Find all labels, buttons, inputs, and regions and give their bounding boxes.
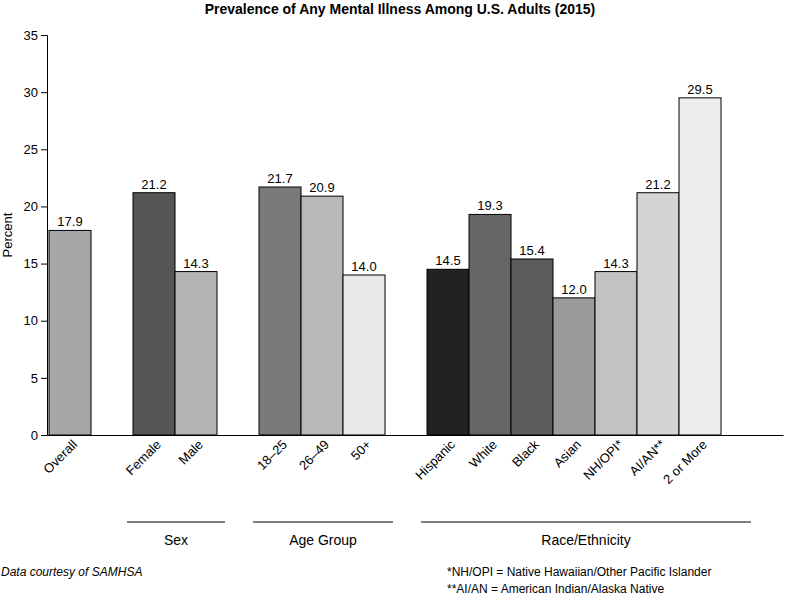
y-tick-mark — [41, 321, 47, 322]
x-tick-label: Black — [509, 436, 542, 469]
data-labels: 17.9 21.2 14.3 21.7 20.9 14.0 14.5 19.3 15.4 12.0… — [57, 82, 712, 297]
x-tick-label: Asian — [550, 437, 584, 471]
group-line — [253, 522, 393, 523]
bar — [301, 196, 343, 435]
bar — [511, 259, 553, 435]
note: *NH/OPI = Native Hawaiian/Other Pacific … — [447, 565, 711, 579]
data-label: 14.5 — [435, 253, 460, 268]
y-axis-line — [41, 36, 48, 436]
group-line — [127, 522, 225, 523]
bar — [343, 275, 385, 435]
y-tick: 10 — [24, 313, 47, 328]
y-tick-mark — [41, 378, 47, 379]
x-tick-label: Male — [176, 437, 207, 468]
x-tick: Overall — [40, 437, 80, 477]
groups: Sex Age Group Race/Ethnicity — [127, 522, 751, 548]
data-label: 21.2 — [141, 177, 166, 192]
x-axis-line — [48, 435, 784, 436]
source: Data courtesy of SAMHSA — [1, 565, 142, 579]
data-label: 14.3 — [183, 256, 208, 271]
bar — [133, 193, 175, 435]
title: Prevalence of Any Mental Illness Among U… — [205, 1, 596, 17]
bar — [175, 272, 217, 435]
bar — [553, 298, 595, 435]
y-tick-label: 30 — [24, 85, 38, 100]
note: **AI/AN = American Indian/Alaska Native — [447, 582, 664, 596]
bar — [679, 98, 721, 435]
bar — [469, 214, 511, 435]
x-tick: 2 or More — [660, 437, 710, 487]
y-axis-title: Percent — [0, 212, 15, 257]
y-tick-label: 15 — [24, 256, 38, 271]
x-tick: White — [466, 437, 500, 471]
data-label: 14.0 — [351, 259, 376, 274]
data-label: 21.7 — [267, 171, 292, 186]
y-tick-label: 0 — [31, 428, 38, 443]
x-tick-label: 50+ — [348, 437, 374, 463]
y-tick-mark — [41, 206, 47, 207]
x-tick: 50+ — [348, 437, 374, 463]
x-tick-label: Female — [123, 437, 164, 478]
x-tick: Asian — [550, 437, 584, 471]
x-tick-label: 2 or More — [660, 437, 710, 487]
y-tick: 15 — [24, 256, 47, 271]
x-tick-label: Overall — [40, 437, 80, 477]
bars — [49, 98, 721, 435]
chart: Prevalence of Any Mental Illness Among U… — [0, 0, 785, 598]
y-tick-label: 20 — [24, 199, 38, 214]
x-tick-label: NH/OPI* — [580, 437, 626, 483]
group-label: Age Group — [289, 532, 357, 548]
data-label: 17.9 — [57, 214, 82, 229]
x-tick-label: Hispanic — [412, 436, 458, 482]
y-tick-mark — [41, 435, 47, 436]
data-label: 15.4 — [519, 243, 544, 258]
data-label: 12.0 — [561, 282, 586, 297]
y-tick-label: 25 — [24, 142, 38, 157]
x-tick-label: White — [466, 437, 500, 471]
y-tick: 25 — [24, 142, 47, 157]
bar — [427, 269, 469, 435]
x-tick: NH/OPI* — [580, 437, 626, 483]
x-tick: Male — [176, 437, 207, 468]
y-tick-label: 5 — [31, 371, 38, 386]
x-tick-label: AI/AN** — [626, 437, 668, 479]
data-label: 29.5 — [687, 82, 712, 97]
y-tick: 20 — [24, 199, 47, 214]
x-tick: 18–25 — [254, 437, 290, 473]
group-label: Race/Ethnicity — [541, 532, 630, 548]
x-tick-label: 18–25 — [254, 437, 290, 473]
x-axis: Overall Female Male 18–2526–49 50+ HispanicWh… — [40, 436, 783, 487]
data-label: 14.3 — [603, 256, 628, 271]
y-tick-label: 35 — [24, 28, 38, 43]
x-tick: Hispanic — [412, 436, 458, 482]
y-tick-mark — [41, 149, 47, 150]
group-label: Sex — [164, 532, 188, 548]
group-line — [421, 522, 751, 523]
x-tick: Black — [509, 436, 542, 469]
y-tick-mark — [41, 264, 47, 265]
bar — [595, 272, 637, 435]
data-label: 21.2 — [645, 177, 670, 192]
x-tick: AI/AN** — [626, 437, 668, 479]
y-tick-label: 10 — [24, 313, 38, 328]
y-tick: 35 — [24, 28, 47, 43]
x-tick: 26–49 — [296, 437, 332, 473]
y-tick-mark — [41, 35, 47, 36]
y-tick: 0 — [31, 428, 47, 443]
y-tick-mark — [41, 92, 47, 93]
data-label: 19.3 — [477, 198, 502, 213]
bar — [637, 193, 679, 435]
x-tick: Female — [123, 437, 164, 478]
bar — [49, 230, 91, 435]
y-axis: 0 5 10 15 20 25 30 35 — [24, 28, 48, 443]
y-tick: 30 — [24, 85, 47, 100]
bar — [259, 187, 301, 435]
data-label: 20.9 — [309, 180, 334, 195]
x-tick-label: 26–49 — [296, 437, 332, 473]
y-tick: 5 — [31, 371, 47, 386]
